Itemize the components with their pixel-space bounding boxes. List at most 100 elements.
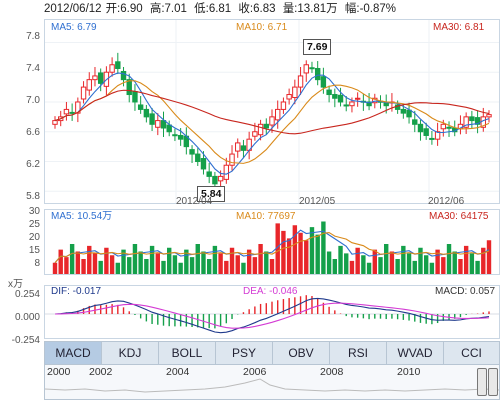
price-candle-body	[177, 134, 184, 140]
price-candle-body	[92, 75, 98, 81]
low-callout: 5.84	[197, 186, 226, 202]
price-ma5-label: MA5: 6.79	[51, 22, 97, 33]
volume-bar	[286, 238, 292, 274]
volume-bar	[172, 255, 178, 274]
nav-year-2002: 2002	[89, 366, 113, 378]
tab-rsi[interactable]: RSI	[330, 342, 387, 364]
volume-bar	[241, 262, 246, 274]
price-candle-body	[126, 79, 132, 96]
volume-bar	[52, 262, 58, 274]
quote-change: 幅:-0.87%	[344, 3, 397, 15]
volume-ma30-label: MA30: 64175	[429, 211, 489, 222]
volume-bar	[326, 251, 332, 274]
range-handle-left[interactable]	[477, 368, 487, 396]
volume-bar	[486, 240, 492, 274]
price-candle-body	[195, 153, 201, 163]
volume-ma5-line	[54, 229, 490, 264]
price-y-tick: 7.0	[26, 95, 40, 106]
volume-bar	[132, 244, 138, 274]
volume-bar	[423, 255, 429, 274]
volume-bar	[378, 257, 383, 274]
price-ma30-line	[54, 89, 490, 135]
volume-bar	[275, 223, 280, 274]
price-candle-body	[189, 149, 195, 155]
volume-y-tick: 15	[28, 245, 40, 256]
quote-low: 低:6.81	[194, 3, 232, 15]
macd-dif-label: DIF: -0.017	[51, 286, 102, 297]
macd-dea-label: DEA: -0.046	[243, 286, 298, 297]
volume-bar	[292, 225, 298, 274]
time-range-navigator[interactable]: 2000 2002 2004 2006 2008 2010	[44, 364, 500, 400]
quote-header: 2012/06/12 开:6.90 高:7.01 低:6.81 收:6.83 量:…	[44, 0, 400, 18]
volume-y-tick: 8	[34, 258, 40, 269]
volume-bar	[418, 247, 423, 274]
nav-year-2008: 2008	[320, 366, 344, 378]
volume-bar	[463, 245, 469, 274]
macd-y-tick: -0.254	[11, 335, 40, 346]
volume-bar	[372, 249, 377, 274]
price-candle-body	[275, 108, 281, 121]
volume-bar	[315, 234, 320, 274]
price-candle-body	[200, 158, 207, 170]
volume-bar	[361, 255, 366, 274]
tab-boll[interactable]: BOLL	[159, 342, 216, 364]
price-x-tick: 2012/06	[428, 196, 465, 207]
tab-macd[interactable]: MACD	[45, 342, 102, 364]
volume-bar	[127, 257, 132, 274]
tab-wvad[interactable]: WVAD	[387, 342, 444, 364]
tab-kdj[interactable]: KDJ	[102, 342, 159, 364]
volume-bar	[167, 247, 172, 274]
price-y-tick: 7.8	[26, 31, 40, 42]
indicator-tab-bar: MACD KDJ BOLL PSY OBV RSI WVAD CCI	[44, 341, 500, 365]
macd-y-tick: 0.000	[14, 312, 40, 323]
price-candle-body	[446, 126, 452, 129]
volume-bar	[189, 257, 195, 274]
tab-obv[interactable]: OBV	[273, 342, 330, 364]
volume-bar	[309, 227, 315, 274]
price-candle-body	[97, 72, 104, 84]
price-candle-body	[326, 89, 332, 96]
price-candle-body	[52, 120, 58, 125]
volume-bar	[344, 253, 349, 274]
price-candle-body	[406, 109, 412, 118]
price-candle-body	[252, 131, 258, 137]
volume-bar	[224, 260, 229, 274]
price-candle-body	[143, 108, 150, 118]
volume-ma10-line	[54, 231, 490, 264]
volume-bar	[92, 253, 98, 274]
tab-cci[interactable]: CCI	[461, 346, 482, 360]
volume-bar	[321, 221, 326, 274]
macd-histogram	[45, 295, 499, 334]
volume-bar	[195, 244, 200, 274]
price-ma5-line	[54, 72, 490, 175]
volume-bar	[269, 259, 275, 274]
price-candle-body	[223, 164, 230, 180]
volume-bar	[384, 244, 389, 274]
price-candle-body	[149, 113, 155, 125]
price-candle-body	[132, 91, 138, 103]
volume-chart-panel[interactable]: MA5: 10.54万 MA10: 77697 MA30: 64175	[44, 209, 500, 275]
volume-bar	[212, 245, 218, 274]
quote-close: 收:6.83	[238, 3, 276, 15]
price-candle-body	[429, 137, 435, 140]
macd-chart-panel[interactable]: DIF: -0.017 DEA: -0.046 MACD: 0.057	[44, 285, 500, 339]
range-handle-right[interactable]	[488, 368, 498, 396]
volume-bar	[366, 262, 372, 274]
volume-bar	[264, 251, 269, 274]
price-candle-body	[314, 67, 321, 81]
volume-bar	[406, 253, 412, 274]
volume-bar	[481, 247, 486, 274]
price-candle-body	[297, 75, 304, 88]
price-ma30-label: MA30: 6.81	[433, 22, 485, 33]
volume-bar	[401, 245, 406, 274]
price-candle-body	[235, 142, 241, 152]
price-candle-body	[434, 131, 441, 140]
volume-bar	[104, 247, 109, 274]
price-candle-body	[86, 79, 92, 91]
tab-psy[interactable]: PSY	[216, 342, 273, 364]
volume-bar	[218, 253, 223, 274]
price-y-tick: 7.4	[26, 63, 40, 74]
price-candle-body	[75, 101, 81, 114]
price-chart-panel[interactable]: MA5: 6.79 MA10: 6.71 MA30: 6.81 7.69 5.8…	[44, 19, 500, 204]
price-candle-body	[332, 94, 338, 99]
